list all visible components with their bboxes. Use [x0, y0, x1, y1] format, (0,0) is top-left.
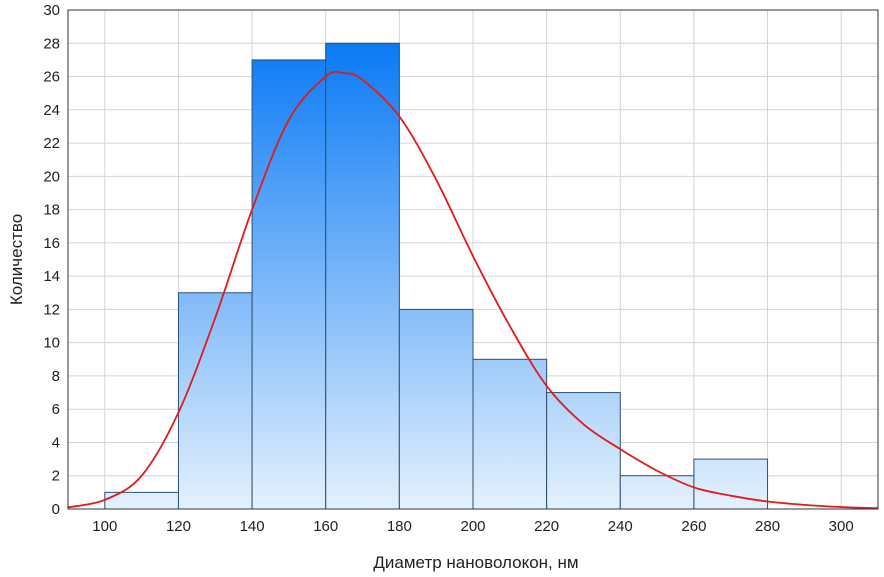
plot-frame	[67, 9, 879, 510]
x-tick-label: 120	[166, 518, 191, 535]
bars	[104, 42, 769, 510]
y-tick-label: 12	[43, 301, 60, 318]
histogram-bar	[251, 59, 327, 510]
x-tick-label: 100	[92, 518, 117, 535]
y-tick-label: 26	[43, 69, 60, 86]
y-tick-label: 10	[43, 335, 60, 352]
x-tick-label: 180	[387, 518, 412, 535]
y-tick-label: 14	[43, 268, 60, 285]
y-tick-label: 22	[43, 135, 60, 152]
histogram-bar	[619, 475, 695, 510]
x-tick-label: 280	[755, 518, 780, 535]
y-tick-label: 2	[52, 468, 60, 485]
y-tick-label: 18	[43, 202, 60, 219]
y-tick-label: 16	[43, 235, 60, 252]
y-tick-label: 30	[43, 2, 60, 19]
histogram-bar	[177, 292, 253, 510]
x-tick-label: 220	[534, 518, 559, 535]
y-tick-label: 24	[43, 102, 60, 119]
histogram-bar	[398, 308, 474, 510]
x-tick-label: 160	[313, 518, 338, 535]
x-axis-title: Диаметр нановолокон, нм	[373, 553, 578, 572]
y-tick-label: 4	[52, 434, 60, 451]
normal-fit-curve	[67, 70, 879, 510]
y-axis-title: Количество	[7, 214, 26, 305]
x-tick-label: 300	[829, 518, 854, 535]
x-tick-label: 140	[240, 518, 265, 535]
x-tick-labels: 100 120 140 160 180 200 220 240 260 280 300	[92, 518, 853, 535]
y-tick-label: 6	[52, 401, 60, 418]
fit-curve	[67, 70, 879, 510]
x-tick-label: 200	[460, 518, 485, 535]
y-tick-label: 20	[43, 168, 60, 185]
histogram-bar	[693, 458, 769, 510]
y-tick-label: 0	[52, 501, 60, 518]
histogram-bar	[546, 392, 621, 510]
y-tick-label: 8	[52, 368, 60, 385]
histogram-bar	[472, 358, 548, 510]
x-tick-label: 240	[608, 518, 633, 535]
x-tick-label: 260	[681, 518, 706, 535]
y-tick-label: 28	[43, 35, 60, 52]
histogram-bar	[325, 42, 400, 510]
